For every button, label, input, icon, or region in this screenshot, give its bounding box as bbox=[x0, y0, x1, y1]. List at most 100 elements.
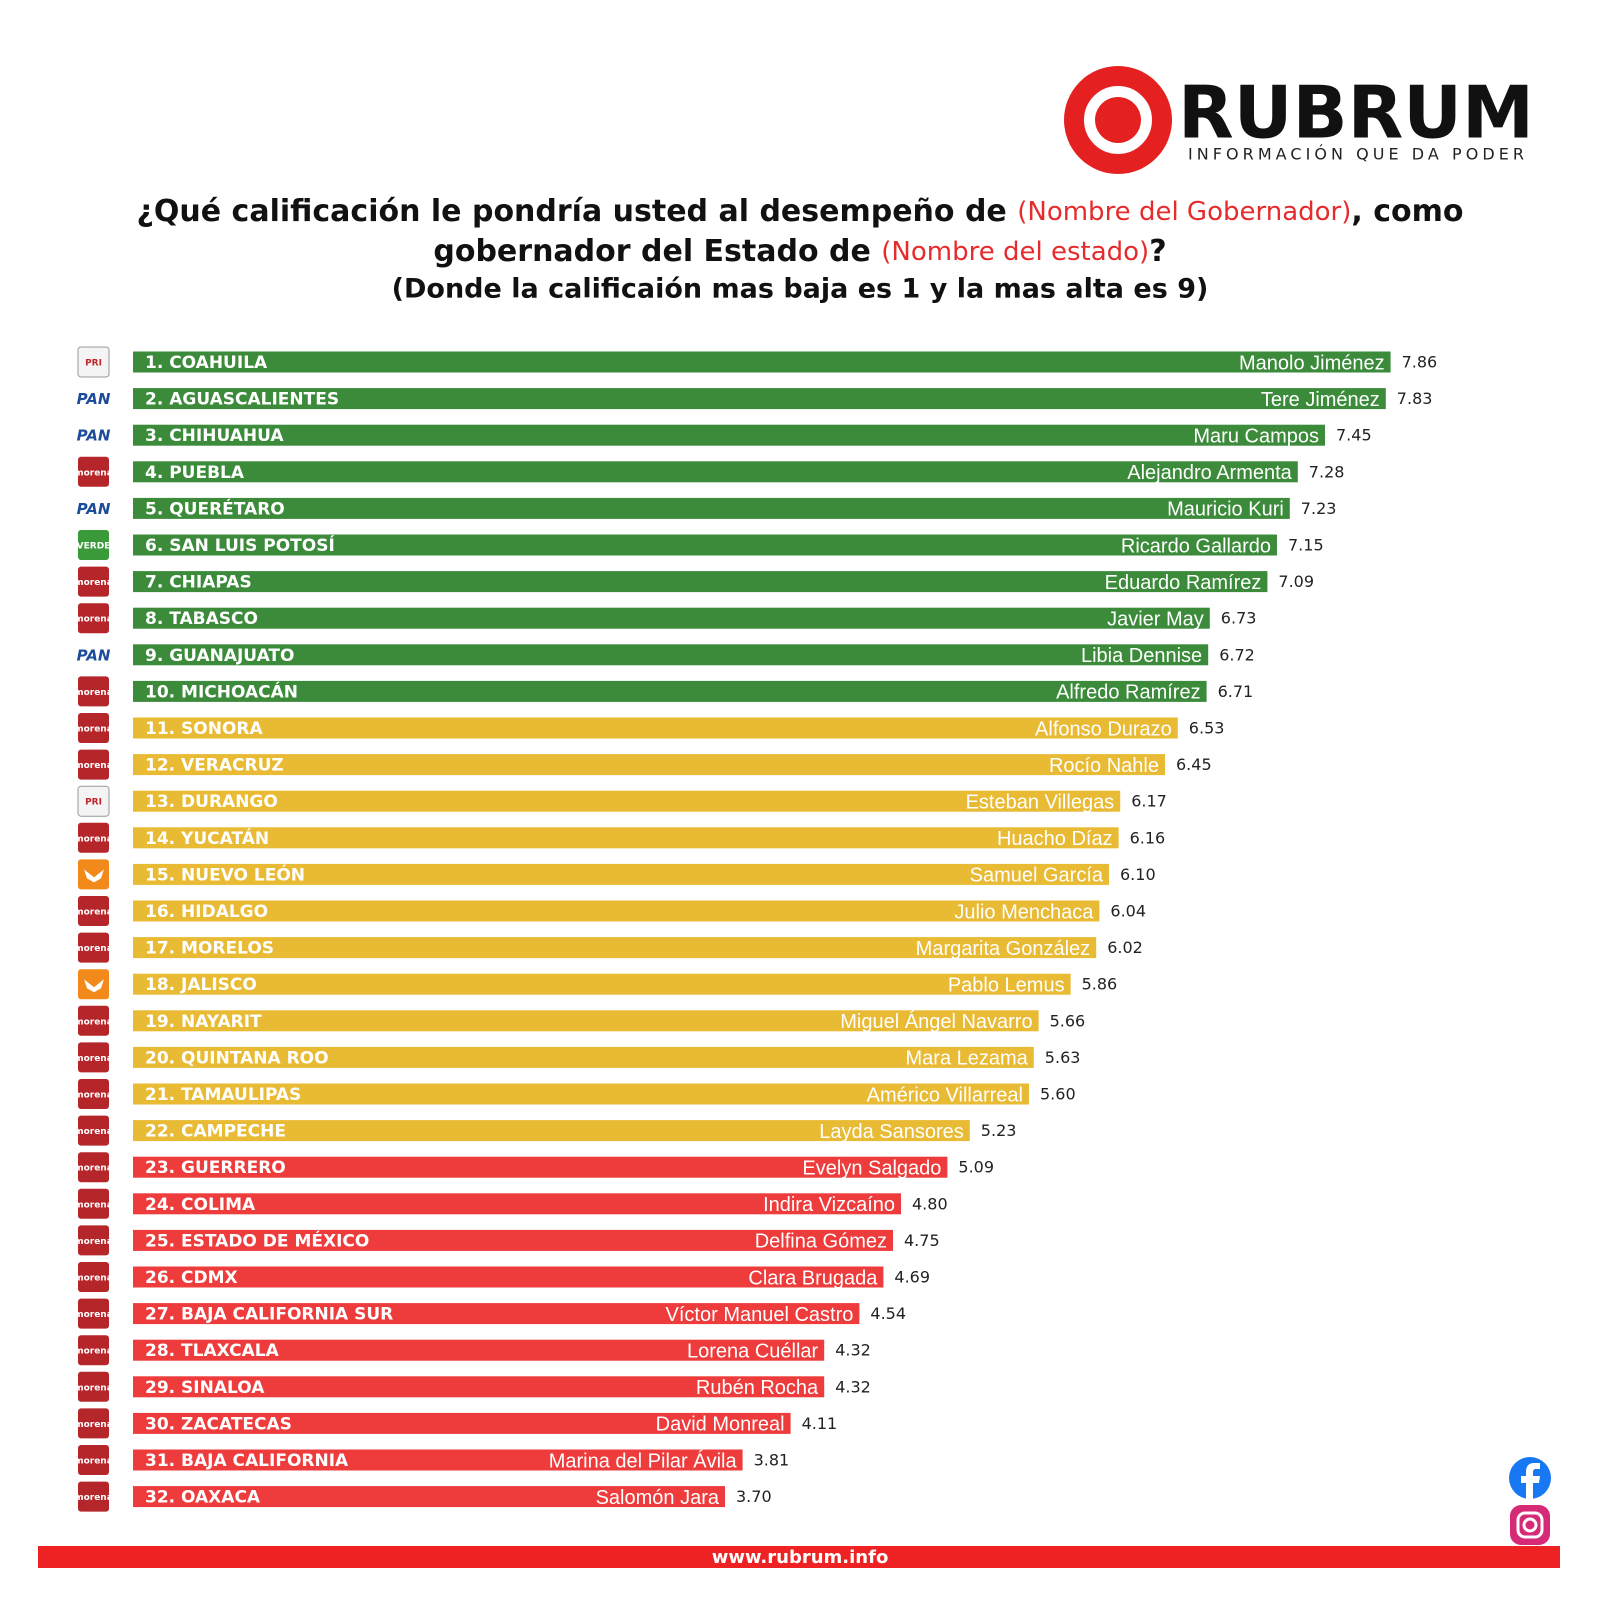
bar-row: 18. JALISCO Pablo Lemus 5.86 bbox=[78, 969, 1118, 1000]
value-label: 4.54 bbox=[870, 1304, 906, 1323]
governor-name: Evelyn Salgado bbox=[802, 1157, 941, 1179]
party-logo bbox=[78, 1445, 109, 1475]
bar bbox=[133, 1120, 970, 1142]
party-name: morena bbox=[74, 578, 113, 588]
governor-name: Esteban Villegas bbox=[966, 791, 1115, 813]
bar-row: morena 12. VERACRUZ Rocío Nahle 6.45 bbox=[74, 749, 1212, 780]
party-logo bbox=[78, 859, 109, 890]
party-name: morena bbox=[74, 615, 113, 625]
value-label: 6.71 bbox=[1218, 682, 1254, 701]
title: ¿Qué calificación le pondría usted al de… bbox=[137, 194, 1464, 269]
governor-name: Eduardo Ramírez bbox=[1105, 572, 1262, 594]
governor-name: Miguel Ángel Navarro bbox=[840, 1010, 1032, 1033]
party-logo bbox=[78, 603, 109, 634]
bar-row: morena 17. MORELOS Margarita González 6.02 bbox=[74, 932, 1143, 963]
title-line: ¿Qué calificación le pondría usted al de… bbox=[137, 194, 1464, 229]
party-logo bbox=[78, 896, 109, 926]
category-label: 12. VERACRUZ bbox=[145, 756, 284, 776]
party-name: morena bbox=[74, 688, 113, 698]
bar-row: morena 8. TABASCO Javier May 6.73 bbox=[74, 603, 1256, 634]
bar bbox=[133, 424, 1325, 446]
value-label: 5.09 bbox=[958, 1158, 994, 1177]
bar-row: morena 28. TLAXCALA Lorena Cuéllar 4.32 bbox=[74, 1335, 871, 1366]
party-logo bbox=[78, 1262, 109, 1292]
party-name: morena bbox=[74, 1091, 113, 1101]
bar bbox=[133, 754, 1165, 776]
bar bbox=[133, 1010, 1039, 1032]
bar bbox=[133, 1046, 1034, 1068]
title-part: , como bbox=[1351, 194, 1463, 229]
bar-row: morena 32. OAXACA Salomón Jara 3.70 bbox=[74, 1481, 772, 1512]
party-name: morena bbox=[74, 1164, 113, 1174]
party-name: morena bbox=[74, 1457, 113, 1467]
governor-name: Alejandro Armenta bbox=[1127, 462, 1292, 484]
logo-dot bbox=[1095, 97, 1141, 143]
value-label: 5.66 bbox=[1050, 1011, 1086, 1030]
bar-row: morena 27. BAJA CALIFORNIA SUR Víctor Manu… bbox=[74, 1298, 906, 1329]
value-label: 7.83 bbox=[1397, 389, 1433, 408]
category-label: 16. HIDALGO bbox=[145, 902, 268, 922]
bar bbox=[133, 1193, 901, 1215]
value-label: 6.17 bbox=[1131, 792, 1167, 811]
party-name: morena bbox=[74, 1017, 113, 1027]
bar-row: morena 20. QUINTANA ROO Mara Lezama 5.63 bbox=[74, 1042, 1080, 1073]
bar bbox=[133, 1486, 725, 1508]
party-name: morena bbox=[74, 725, 113, 735]
bar bbox=[133, 680, 1207, 702]
party-logo bbox=[78, 639, 109, 670]
bar bbox=[133, 571, 1268, 593]
governor-name: Libia Dennise bbox=[1081, 645, 1202, 667]
bar-row: 15. NUEVO LEÓN Samuel García 6.10 bbox=[78, 859, 1156, 890]
party-name: PAN bbox=[77, 646, 111, 664]
category-label: 5. QUERÉTARO bbox=[145, 497, 285, 519]
value-label: 5.86 bbox=[1082, 975, 1118, 994]
value-label: 3.70 bbox=[736, 1487, 772, 1506]
bar bbox=[133, 1412, 791, 1434]
governor-name: Mauricio Kuri bbox=[1167, 499, 1284, 521]
category-label: 7. CHIAPAS bbox=[145, 573, 252, 593]
category-label: 9. GUANAJUATO bbox=[145, 646, 294, 666]
footer-url[interactable]: www.rubrum.info bbox=[712, 1547, 889, 1568]
party-logo bbox=[78, 493, 109, 524]
category-label: 6. SAN LUIS POTOSÍ bbox=[145, 534, 335, 556]
party-name: PRI bbox=[85, 359, 102, 369]
party-logo bbox=[77, 346, 110, 378]
governor-name: Manolo Jiménez bbox=[1239, 352, 1385, 374]
party-name: PAN bbox=[77, 500, 111, 518]
bar-row: morena 4. PUEBLA Alejandro Armenta 7.28 bbox=[74, 456, 1344, 487]
party-name: morena bbox=[74, 1310, 113, 1320]
party-name: PAN bbox=[77, 390, 111, 408]
bar bbox=[133, 644, 1209, 666]
bar bbox=[133, 497, 1290, 519]
bar bbox=[133, 1303, 860, 1325]
governor-name: Salomón Jara bbox=[596, 1487, 720, 1509]
value-label: 5.60 bbox=[1040, 1085, 1076, 1104]
category-label: 31. BAJA CALIFORNIA bbox=[145, 1451, 349, 1471]
bar bbox=[133, 1266, 884, 1288]
category-label: 14. YUCATÁN bbox=[145, 827, 269, 849]
bar-row: morena 7. CHIAPAS Eduardo Ramírez 7.09 bbox=[74, 566, 1314, 597]
governor-name: Clara Brugada bbox=[748, 1267, 878, 1289]
value-label: 7.23 bbox=[1301, 499, 1337, 518]
party-name: morena bbox=[74, 1274, 113, 1284]
bar bbox=[133, 973, 1071, 995]
governor-name: Pablo Lemus bbox=[948, 974, 1065, 996]
governor-name: Marina del Pilar Ávila bbox=[549, 1449, 738, 1472]
category-label: 26. CDMX bbox=[145, 1268, 238, 1288]
title-part: ? bbox=[1149, 234, 1166, 269]
instagram-icon[interactable] bbox=[1510, 1505, 1550, 1545]
value-label: 6.72 bbox=[1219, 645, 1255, 664]
category-label: 15. NUEVO LEÓN bbox=[145, 863, 305, 885]
party-name: morena bbox=[74, 908, 113, 918]
logo-ring bbox=[1064, 66, 1172, 174]
party-name: morena bbox=[74, 834, 113, 844]
governor-name: David Monreal bbox=[656, 1414, 785, 1436]
party-logo bbox=[78, 1079, 109, 1109]
category-label: 8. TABASCO bbox=[145, 609, 258, 629]
bar bbox=[133, 717, 1178, 739]
party-logo bbox=[78, 749, 109, 780]
logo-tagline: INFORMACIÓN QUE DA PODER bbox=[1188, 145, 1524, 164]
category-label: 19. NAYARIT bbox=[145, 1012, 262, 1032]
party-glyph bbox=[84, 979, 104, 993]
